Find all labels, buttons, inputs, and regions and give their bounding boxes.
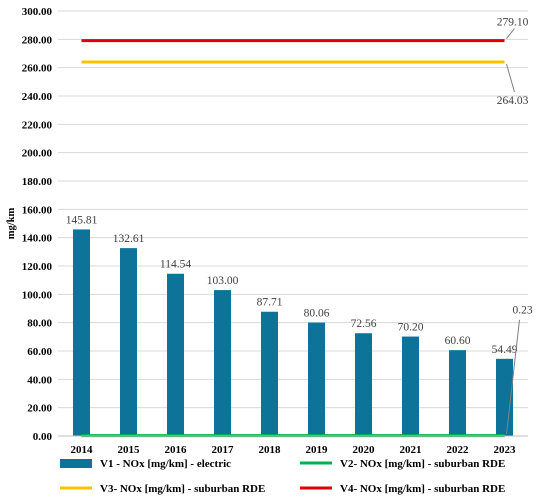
bar [167, 273, 184, 436]
y-axis-ticks: 0.00 20.00 40.00 60.00 80.00 100.00 120.00 140.… [22, 6, 53, 443]
x-tick-label: 2014 [71, 444, 94, 456]
y-tick-label: 20.00 [27, 403, 52, 415]
bar-value-label: 145.81 [66, 214, 98, 226]
bar [261, 311, 278, 436]
legend: V1 - NOx [mg/km] - electric V2- NOx [mg/k… [60, 458, 505, 495]
x-tick-label: 2019 [306, 444, 329, 456]
y-tick-label: 80.00 [27, 318, 52, 330]
bar-value-label: 87.71 [257, 297, 283, 309]
line-value-label: 0.23 [512, 304, 532, 316]
y-tick-label: 240.00 [22, 91, 53, 103]
data-labels: 145.81 132.61 114.54 103.00 87.71 80.06 72.56 7… [66, 214, 518, 355]
callout-leader [506, 28, 515, 39]
bar-value-label: 103.00 [207, 275, 239, 287]
bar [449, 350, 466, 436]
legend-label: V4- NOx [mg/km] - suburban RDE [340, 483, 505, 495]
bar-value-label: 132.61 [113, 233, 145, 245]
x-tick-label: 2017 [212, 444, 235, 456]
y-tick-label: 220.00 [22, 119, 53, 131]
bar [402, 336, 419, 436]
x-tick-label: 2016 [165, 444, 188, 456]
x-tick-label: 2022 [447, 444, 470, 456]
legend-label: V3- NOx [mg/km] - suburban RDE [100, 483, 265, 495]
y-tick-label: 260.00 [22, 63, 53, 75]
x-tick-label: 2021 [400, 444, 422, 456]
y-tick-label: 100.00 [22, 289, 53, 301]
y-tick-label: 160.00 [22, 204, 53, 216]
legend-label: V1 - NOx [mg/km] - electric [100, 458, 231, 470]
legend-label: V2- NOx [mg/km] - suburban RDE [340, 458, 505, 470]
x-tick-label: 2023 [494, 444, 517, 456]
y-tick-label: 200.00 [22, 148, 53, 160]
line-callouts: 0.23 264.03 279.10 [497, 17, 533, 435]
callout-leader [506, 63, 515, 93]
callout-leader [506, 319, 520, 435]
legend-swatch [60, 459, 92, 468]
bar-value-label: 80.06 [304, 308, 330, 320]
y-tick-label: 300.00 [22, 6, 53, 18]
x-axis-ticks: 2014 2015 2016 2017 2018 2019 2020 2021 2022 2023 [58, 435, 528, 456]
line-value-label: 264.03 [497, 95, 529, 107]
y-axis-label: mg/km [6, 207, 17, 239]
bar-value-label: 114.54 [160, 259, 191, 271]
bar [120, 248, 137, 436]
bar-value-label: 54.49 [492, 344, 518, 356]
y-tick-label: 60.00 [27, 346, 52, 358]
y-tick-label: 0.00 [33, 431, 53, 443]
x-tick-label: 2015 [118, 444, 141, 456]
bar-value-label: 60.60 [445, 335, 471, 347]
y-tick-label: 280.00 [22, 34, 53, 46]
y-tick-label: 180.00 [22, 176, 53, 188]
bar [308, 322, 325, 436]
bar-value-label: 72.56 [351, 318, 377, 330]
x-tick-label: 2020 [353, 444, 376, 456]
y-tick-label: 140.00 [22, 233, 53, 245]
y-tick-label: 120.00 [22, 261, 53, 273]
bar-value-label: 70.20 [398, 322, 424, 334]
bar [73, 229, 90, 436]
bars [73, 229, 513, 436]
bar [355, 333, 372, 436]
bar [214, 290, 231, 436]
line-value-label: 279.10 [497, 17, 529, 29]
x-tick-label: 2018 [259, 444, 282, 456]
y-tick-label: 40.00 [27, 374, 52, 386]
